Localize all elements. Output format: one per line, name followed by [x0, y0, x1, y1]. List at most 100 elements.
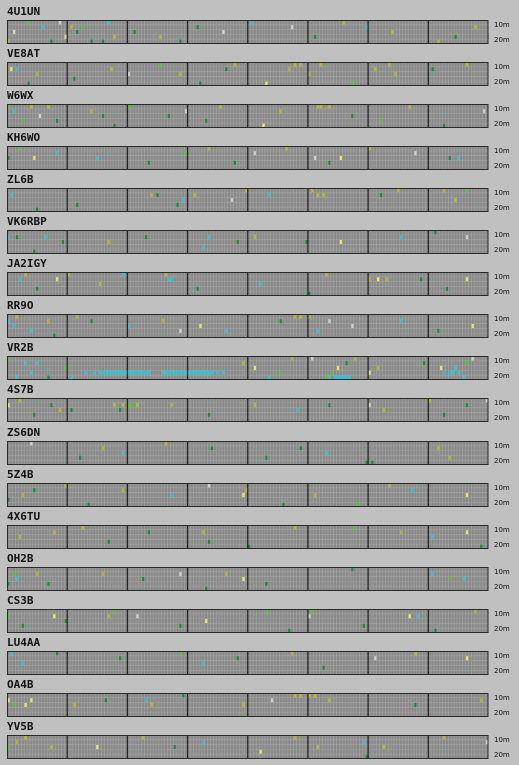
beacon-cell — [442, 371, 446, 376]
beacon-cell — [73, 702, 76, 707]
callsign-label: CS3B — [7, 593, 34, 607]
callsign-label: RR9O — [7, 299, 34, 313]
beacon-cell — [13, 109, 16, 114]
beacon-cell — [394, 72, 397, 77]
beacon-cell — [21, 660, 24, 665]
beacon-cell — [328, 319, 331, 324]
beacon-grid[interactable] — [7, 62, 489, 87]
beacon-grid[interactable] — [7, 104, 489, 129]
beacon-cell — [311, 188, 314, 193]
beacon-cell — [437, 329, 440, 334]
beacon-grid[interactable] — [7, 146, 489, 171]
callsign-label: VK6RBP — [7, 215, 47, 229]
beacon-cell — [420, 277, 423, 282]
beacon-cell — [21, 118, 24, 123]
station-row-zs6dn: ZS6DN 10m 20m — [0, 426, 519, 468]
beacon-cell — [250, 20, 254, 25]
beacon-grid[interactable] — [7, 650, 489, 675]
band-label-top: 10m — [494, 105, 510, 114]
beacon-cell — [33, 249, 36, 254]
beacon-cell — [182, 693, 185, 698]
beacon-cell — [288, 628, 291, 633]
beacon-grid[interactable] — [7, 608, 489, 633]
beacon-grid[interactable] — [7, 314, 489, 339]
beacon-cell — [319, 62, 322, 67]
band-label-bottom: 20m — [494, 330, 510, 339]
beacon-cell — [207, 235, 211, 240]
beacon-grid[interactable] — [7, 398, 489, 423]
station-row-kh6wo: KH6WO 10m 20m — [0, 131, 519, 173]
beacon-cell — [339, 375, 343, 380]
beacon-grid[interactable] — [7, 482, 489, 507]
beacon-grid[interactable] — [7, 440, 489, 465]
beacon-cell — [90, 39, 93, 44]
beacon-cell — [164, 371, 168, 376]
beacon-cell — [465, 235, 469, 240]
beacon-cell — [219, 104, 222, 109]
station-row-cs3b: CS3B 10m 20m — [0, 594, 519, 636]
beacon-cell — [96, 156, 99, 161]
band-label-top: 10m — [494, 399, 510, 408]
beacon-cell — [368, 277, 371, 282]
beacon-grid[interactable] — [7, 734, 489, 759]
beacon-cell — [24, 702, 27, 707]
beacon-cell — [58, 408, 62, 413]
beacon-grid[interactable] — [7, 188, 489, 213]
beacon-cell — [465, 529, 469, 534]
beacon-cell — [282, 502, 285, 507]
beacon-cell — [144, 235, 148, 240]
beacon-cell — [313, 693, 317, 698]
beacon-cell — [136, 371, 139, 376]
beacon-grid[interactable] — [7, 356, 489, 381]
beacon-cell — [448, 455, 451, 460]
beacon-cell — [10, 193, 13, 198]
beacon-cell — [210, 445, 214, 450]
beacon-cell — [328, 160, 331, 165]
beacon-cell — [445, 287, 449, 292]
beacon-grid[interactable] — [7, 524, 489, 549]
beacon-cell — [13, 702, 16, 707]
beacon-cell — [442, 123, 446, 128]
station-row-oh2b: OH2B 10m 20m — [0, 552, 519, 594]
callsign-label: YV5B — [7, 719, 34, 733]
beacon-cell — [322, 193, 325, 198]
beacon-cell — [354, 356, 357, 361]
beacon-cell — [474, 25, 477, 30]
callsign-label: LU4AA — [7, 635, 41, 649]
band-label-top: 10m — [494, 525, 510, 534]
beacon-cell — [53, 333, 56, 338]
beacon-cell — [10, 651, 13, 656]
beacon-cell — [431, 534, 434, 539]
beacon-cell — [119, 655, 122, 660]
grid-border — [7, 272, 489, 297]
beacon-cell — [196, 25, 199, 30]
beacon-grid[interactable] — [7, 272, 489, 297]
grid-lines — [7, 566, 489, 591]
band-label-top: 10m — [494, 567, 510, 576]
beacon-cell — [30, 440, 33, 445]
beacon-cell — [414, 151, 417, 156]
band-label-top: 10m — [494, 21, 510, 29]
beacon-cell — [265, 609, 268, 614]
beacon-cell — [107, 240, 110, 245]
beacon-cell — [207, 482, 211, 487]
beacon-cell — [462, 375, 466, 380]
grid-lines — [7, 104, 489, 129]
beacon-cell — [173, 744, 176, 749]
beacon-cell — [18, 398, 22, 403]
beacon-grid[interactable] — [7, 230, 489, 255]
beacon-cell — [316, 193, 320, 198]
beacon-cell — [173, 371, 176, 376]
station-row-rr9o: RR9O 10m 20m — [0, 299, 519, 341]
beacon-grid[interactable] — [7, 20, 489, 44]
beacon-cell — [451, 371, 454, 376]
beacon-grid[interactable] — [7, 692, 489, 717]
beacon-cell — [76, 30, 79, 34]
beacon-cell — [136, 403, 139, 408]
beacon-cell — [365, 754, 368, 759]
beacon-grid[interactable] — [7, 566, 489, 591]
beacon-cell — [176, 371, 179, 376]
beacon-cell — [121, 403, 125, 408]
beacon-cell — [18, 534, 22, 539]
